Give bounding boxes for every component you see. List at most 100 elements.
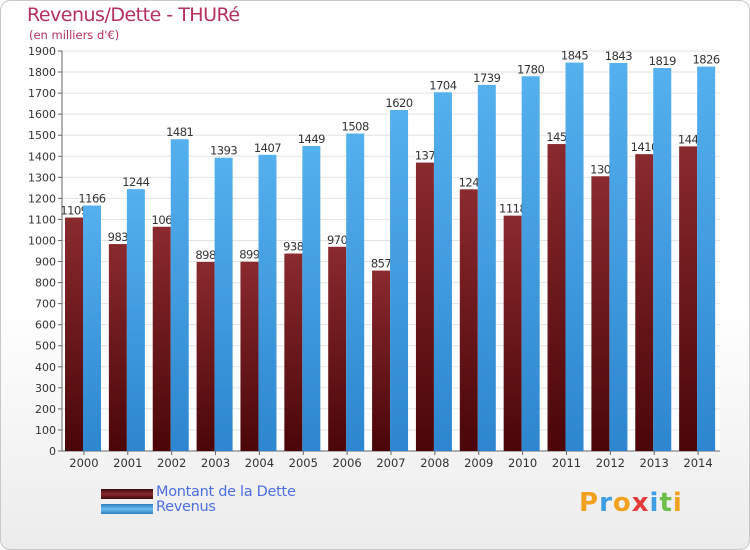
chart-subtitle: (en milliers d'€) — [29, 28, 120, 42]
bar-dette — [284, 253, 303, 451]
y-tick-label: 1200 — [28, 192, 56, 205]
data-label-dette: 1410 — [631, 140, 658, 154]
logo-letter: i — [672, 488, 683, 518]
y-tick-label: 1000 — [28, 234, 56, 247]
bar-revenus — [214, 157, 233, 451]
data-label-dette: 983 — [108, 230, 129, 244]
data-label-revenus: 1393 — [210, 144, 237, 158]
data-label-dette: 1109 — [60, 204, 87, 218]
bar-revenus — [521, 76, 540, 452]
bar-dette — [152, 226, 171, 451]
bar-revenus — [477, 84, 496, 451]
data-label-revenus: 1819 — [649, 54, 676, 68]
y-tick-label: 100 — [35, 424, 56, 437]
chart-title: Revenus/Dette - THURé — [27, 4, 240, 26]
bar-dette — [503, 215, 522, 451]
logo-letter: P — [579, 488, 600, 518]
legend-label-revenus: Revenus — [156, 499, 216, 515]
x-tick-label: 2009 — [464, 456, 493, 470]
bar-dette — [372, 270, 391, 451]
logo-letter: t — [659, 488, 673, 518]
y-tick-label: 1800 — [28, 66, 56, 79]
x-tick-label: 2014 — [683, 456, 712, 470]
data-label-dette: 106 — [152, 213, 173, 227]
y-tick-label: 800 — [35, 277, 56, 290]
y-tick-label: 600 — [35, 319, 56, 332]
bar-revenus — [302, 145, 321, 451]
legend-swatch-revenus — [101, 504, 153, 514]
x-tick-label: 2004 — [245, 456, 274, 470]
data-label-revenus: 1244 — [122, 175, 149, 189]
legend-swatch-dette — [101, 489, 153, 499]
x-tick-label: 2010 — [508, 456, 537, 470]
logo-letter: i — [649, 488, 660, 518]
bar-dette — [415, 162, 434, 451]
x-tick-label: 2006 — [332, 456, 361, 470]
data-label-dette: 1118 — [499, 202, 526, 216]
y-tick-label: 1100 — [28, 213, 56, 226]
bar-revenus — [390, 109, 409, 452]
data-label-revenus: 1407 — [254, 141, 281, 155]
y-tick-label: 1500 — [28, 129, 56, 142]
y-tick-label: 500 — [35, 340, 56, 353]
data-label-revenus: 1739 — [473, 71, 500, 85]
bar-revenus — [126, 189, 145, 451]
bar-revenus — [346, 133, 365, 452]
y-tick-label: 700 — [35, 298, 56, 311]
y-tick-label: 1300 — [28, 171, 56, 184]
data-label-dette: 970 — [327, 233, 348, 247]
bar-revenus — [697, 66, 716, 451]
y-tick-label: 1600 — [28, 108, 56, 121]
logo-letter: o — [612, 488, 632, 518]
data-label-revenus: 1166 — [78, 192, 105, 206]
data-label-revenus: 1704 — [429, 78, 456, 92]
bar-dette — [328, 246, 347, 451]
x-tick-label: 2007 — [376, 456, 405, 470]
data-label-dette: 130 — [590, 162, 611, 176]
bar-revenus — [653, 68, 672, 451]
data-label-revenus: 1826 — [692, 53, 719, 67]
x-tick-label: 2001 — [113, 456, 142, 470]
bar-revenus — [433, 92, 452, 452]
y-tick-label: 0 — [49, 445, 56, 458]
y-tick-label: 300 — [35, 382, 56, 395]
bar-dette — [108, 244, 127, 451]
logo-letter: r — [599, 488, 613, 518]
x-tick-label: 2002 — [157, 456, 186, 470]
bar-dette — [459, 189, 478, 451]
bar-dette — [196, 261, 215, 451]
bar-revenus — [83, 205, 101, 451]
x-tick-label: 2008 — [420, 456, 449, 470]
y-tick-label: 400 — [35, 361, 56, 374]
data-label-dette: 899 — [239, 248, 260, 262]
bar-dette — [240, 261, 259, 451]
bar-dette — [65, 217, 83, 451]
data-label-dette: 124 — [459, 175, 480, 189]
bar-dette — [679, 146, 698, 452]
y-tick-label: 200 — [35, 403, 56, 416]
data-label-dette: 857 — [371, 257, 392, 271]
bar-dette — [591, 176, 610, 451]
x-tick-label: 2011 — [552, 456, 581, 470]
data-label-revenus: 1449 — [298, 132, 325, 146]
logo-letter: x — [631, 488, 650, 518]
x-tick-label: 2003 — [201, 456, 230, 470]
bar-revenus — [565, 62, 584, 451]
data-label-dette: 898 — [195, 248, 216, 262]
bar-revenus — [258, 154, 277, 451]
bar-dette — [635, 154, 654, 451]
y-tick-label: 1700 — [28, 87, 56, 100]
bar-dette — [547, 144, 566, 452]
data-label-revenus: 1508 — [342, 120, 369, 134]
y-tick-label: 900 — [35, 256, 56, 269]
data-label-dette: 145 — [546, 130, 567, 144]
data-label-revenus: 1481 — [166, 125, 193, 139]
data-label-dette: 137 — [415, 149, 436, 163]
data-label-revenus: 1845 — [561, 49, 588, 63]
data-label-dette: 938 — [283, 240, 304, 254]
y-tick-label: 1400 — [28, 150, 56, 163]
bar-revenus — [609, 63, 628, 451]
bar-revenus — [170, 139, 189, 452]
x-tick-label: 2000 — [69, 456, 98, 470]
